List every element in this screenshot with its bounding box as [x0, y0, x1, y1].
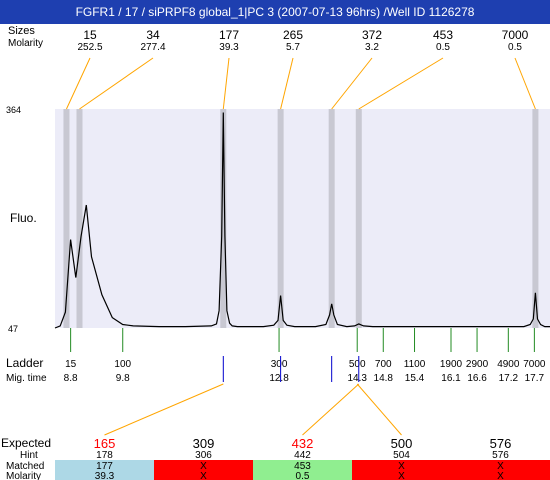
expected-value-0: 165: [94, 436, 116, 451]
molarity-value-3: X: [398, 471, 405, 480]
ladder-time-9: 17.7: [525, 373, 545, 384]
hint-label: Hint: [20, 450, 38, 461]
y-tick-top: 364: [6, 105, 21, 115]
molarity-value-4: X: [497, 471, 504, 480]
peak-band-5: [355, 109, 362, 328]
y-axis-label: Fluo.: [10, 211, 37, 225]
ladder-size-1: 100: [114, 359, 131, 370]
matched-value-0: 177: [96, 461, 113, 472]
fluorescence-trace: [54, 112, 550, 329]
molarity-row-label: Molarity: [6, 471, 41, 480]
peak-molarity-1: 277.4: [140, 42, 165, 53]
peak-size-2: 177: [219, 28, 239, 42]
ladder-time-2: 12.8: [269, 373, 289, 384]
expected-value-1: 309: [193, 436, 215, 451]
peak-size-1: 34: [146, 28, 160, 42]
expected-connector-0: [104, 383, 224, 436]
peak-connector-3: [280, 57, 294, 110]
peak-connector-4: [331, 57, 373, 110]
expected-connector-3: [356, 383, 402, 436]
ladder-size-7: 2900: [466, 359, 489, 370]
peak-molarity-2: 39.3: [219, 42, 239, 53]
ladder-time-0: 8.8: [64, 373, 78, 384]
ladder-size-2: 300: [271, 359, 288, 370]
peak-band-6: [532, 109, 539, 328]
mig-time-label: Mig. time: [6, 373, 47, 384]
peak-size-4: 372: [362, 28, 382, 42]
table-cell-bg-3: [352, 460, 451, 480]
ladder-time-3: 14.3: [347, 373, 367, 384]
ladder-time-5: 15.4: [405, 373, 425, 384]
matched-value-4: X: [497, 461, 504, 472]
expected-value-2: 432: [292, 436, 314, 451]
table-cell-bg-4: [451, 460, 550, 480]
peak-molarity-5: 0.5: [436, 42, 450, 53]
ladder-time-6: 16.1: [441, 373, 461, 384]
expected-connector-2: [302, 383, 360, 436]
hint-value-4: 576: [492, 450, 509, 461]
peak-connector-5: [358, 57, 444, 110]
ladder-size-4: 700: [375, 359, 392, 370]
molarity-header-label: Molarity: [8, 38, 43, 49]
peak-connector-2: [222, 57, 230, 110]
expected-value-3: 500: [391, 436, 413, 451]
ladder-size-6: 1900: [440, 359, 463, 370]
ladder-size-9: 7000: [523, 359, 546, 370]
peak-molarity-4: 3.2: [365, 42, 379, 53]
peak-molarity-3: 5.7: [286, 42, 300, 53]
y-tick-bottom: 47: [8, 324, 18, 334]
ladder-time-8: 17.2: [499, 373, 519, 384]
peak-size-0: 15: [83, 28, 97, 42]
peak-band-3: [277, 109, 284, 328]
ladder-size-0: 15: [65, 359, 77, 370]
hint-value-0: 178: [96, 450, 113, 461]
expected-label: Expected: [1, 436, 51, 450]
peak-connector-6: [514, 57, 536, 110]
ladder-label: Ladder: [6, 356, 43, 370]
report-title: FGFR1 / 17 / siPRPF8 global_1|PC 3 (2007…: [75, 5, 475, 19]
matched-label: Matched: [6, 461, 44, 472]
ladder-time-1: 9.8: [116, 373, 130, 384]
peak-connector-1: [79, 57, 154, 110]
peak-size-3: 265: [283, 28, 303, 42]
hint-value-3: 504: [393, 450, 410, 461]
hint-value-1: 306: [195, 450, 212, 461]
ladder-size-5: 1100: [404, 359, 426, 370]
peak-size-6: 7000: [502, 28, 529, 42]
hint-value-2: 442: [294, 450, 311, 461]
matched-value-2: 453: [294, 461, 311, 472]
sizes-label: Sizes: [8, 25, 35, 37]
ladder-time-7: 16.6: [467, 373, 487, 384]
plot-area: [55, 109, 550, 328]
peak-band-0: [63, 109, 70, 328]
ladder-size-3: 500: [349, 359, 366, 370]
peak-connector-0: [66, 57, 91, 110]
table-cell-bg-1: [154, 460, 253, 480]
peak-band-1: [76, 109, 83, 328]
matched-value-1: X: [200, 461, 207, 472]
peak-size-5: 453: [433, 28, 453, 42]
ladder-time-4: 14.8: [374, 373, 394, 384]
title-bar: [0, 0, 550, 24]
matched-value-3: X: [398, 461, 405, 472]
peak-band-4: [328, 109, 335, 328]
table-cell-bg-2: [253, 460, 352, 480]
peak-band-2: [220, 109, 227, 328]
molarity-value-2: 0.5: [296, 471, 310, 480]
table-cell-bg-0: [55, 460, 154, 480]
peak-molarity-0: 252.5: [77, 42, 102, 53]
molarity-value-0: 39.3: [95, 471, 115, 480]
molarity-value-1: X: [200, 471, 207, 480]
ladder-size-8: 4900: [497, 359, 520, 370]
expected-value-4: 576: [490, 436, 512, 451]
peak-molarity-6: 0.5: [508, 42, 522, 53]
